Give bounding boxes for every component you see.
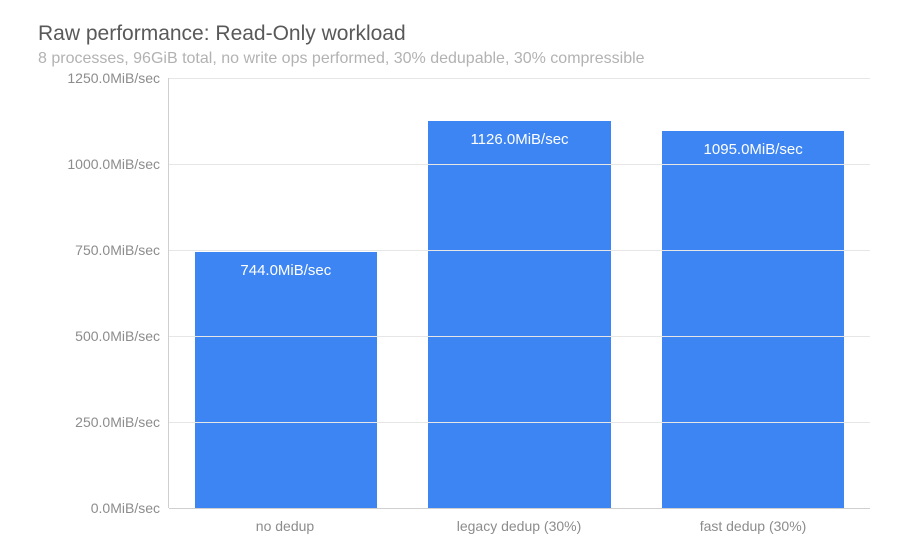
x-axis: no deduplegacy dedup (30%)fast dedup (30… <box>168 508 870 544</box>
y-tick-label: 500.0MiB/sec <box>75 328 160 344</box>
gridline <box>169 336 870 337</box>
bar-value-label: 1095.0MiB/sec <box>704 141 803 158</box>
bar-slot: 1126.0MiB/sec <box>403 78 637 508</box>
grid-area: 744.0MiB/sec 1126.0MiB/sec 1095.0MiB/sec <box>168 78 870 508</box>
y-tick-label: 250.0MiB/sec <box>75 414 160 430</box>
plot-area: 0.0MiB/sec250.0MiB/sec500.0MiB/sec750.0M… <box>38 78 870 508</box>
bar-slot: 744.0MiB/sec <box>169 78 403 508</box>
chart-subtitle: 8 processes, 96GiB total, no write ops p… <box>38 50 870 68</box>
y-tick-label: 0.0MiB/sec <box>91 500 160 516</box>
gridline <box>169 164 870 165</box>
y-tick-label: 1000.0MiB/sec <box>67 156 160 172</box>
bar-slot: 1095.0MiB/sec <box>636 78 870 508</box>
x-tick-label: legacy dedup (30%) <box>402 508 636 544</box>
bar: 1095.0MiB/sec <box>662 131 844 508</box>
chart-title: Raw performance: Read-Only workload <box>38 22 870 46</box>
x-tick-label: no dedup <box>168 508 402 544</box>
gridline <box>169 508 870 509</box>
bar-value-label: 1126.0MiB/sec <box>470 131 568 148</box>
y-axis: 0.0MiB/sec250.0MiB/sec500.0MiB/sec750.0M… <box>38 78 168 508</box>
bar-chart: Raw performance: Read-Only workload 8 pr… <box>0 0 900 556</box>
y-tick-label: 750.0MiB/sec <box>75 242 160 258</box>
bar-value-label: 744.0MiB/sec <box>240 262 331 279</box>
bar: 744.0MiB/sec <box>195 252 377 508</box>
gridline <box>169 78 870 79</box>
bar: 1126.0MiB/sec <box>428 121 610 508</box>
y-tick-label: 1250.0MiB/sec <box>67 70 160 86</box>
x-tick-label: fast dedup (30%) <box>636 508 870 544</box>
gridline <box>169 422 870 423</box>
gridline <box>169 250 870 251</box>
bars-container: 744.0MiB/sec 1126.0MiB/sec 1095.0MiB/sec <box>169 78 870 508</box>
